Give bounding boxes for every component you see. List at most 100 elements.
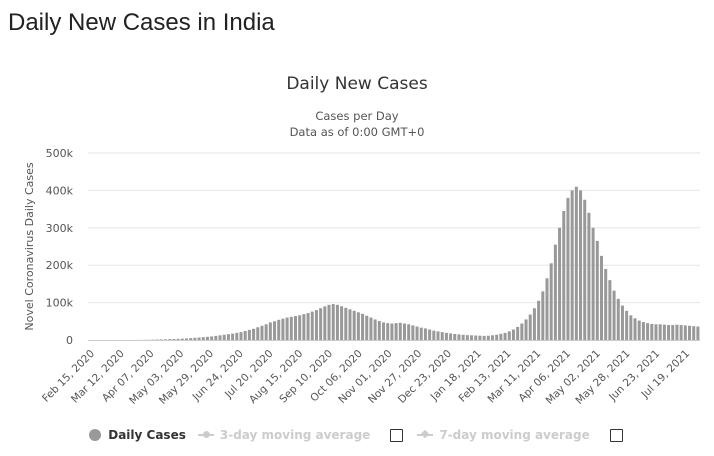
- daily-cases-bar[interactable]: [558, 227, 562, 340]
- legend-item-daily-cases[interactable]: Daily Cases: [89, 428, 186, 442]
- daily-cases-bar[interactable]: [193, 337, 197, 340]
- daily-cases-bar[interactable]: [168, 339, 172, 340]
- daily-cases-bar[interactable]: [172, 338, 176, 340]
- daily-cases-bar[interactable]: [625, 310, 629, 340]
- daily-cases-bar[interactable]: [679, 325, 683, 340]
- daily-cases-bar[interactable]: [222, 334, 226, 340]
- daily-cases-bar[interactable]: [277, 319, 281, 340]
- legend-item-3-day-average[interactable]: 3-day moving average: [197, 428, 370, 442]
- daily-cases-bar[interactable]: [553, 244, 557, 340]
- daily-cases-bar[interactable]: [440, 332, 444, 340]
- daily-cases-bar[interactable]: [218, 335, 222, 340]
- daily-cases-bar[interactable]: [314, 310, 318, 340]
- daily-cases-bar[interactable]: [285, 317, 289, 340]
- daily-cases-bar[interactable]: [532, 308, 536, 340]
- daily-cases-bar[interactable]: [616, 298, 620, 340]
- daily-cases-bar[interactable]: [373, 319, 377, 340]
- daily-cases-bar[interactable]: [356, 312, 360, 340]
- daily-cases-bar[interactable]: [658, 324, 662, 340]
- daily-cases-bar[interactable]: [608, 280, 612, 340]
- daily-cases-bar[interactable]: [340, 306, 344, 340]
- daily-cases-bar[interactable]: [382, 322, 386, 340]
- daily-cases-bar[interactable]: [654, 324, 658, 340]
- daily-cases-bar[interactable]: [365, 315, 369, 340]
- daily-cases-bar[interactable]: [415, 326, 419, 340]
- daily-cases-bar[interactable]: [495, 334, 499, 340]
- daily-cases-bar[interactable]: [436, 331, 440, 340]
- daily-cases-bar[interactable]: [637, 320, 641, 340]
- daily-cases-bar[interactable]: [470, 335, 474, 340]
- daily-cases-bar[interactable]: [675, 324, 679, 340]
- daily-cases-bar[interactable]: [490, 335, 495, 340]
- daily-cases-bar[interactable]: [289, 316, 293, 340]
- daily-cases-bar[interactable]: [545, 278, 549, 340]
- daily-cases-bar[interactable]: [310, 311, 314, 340]
- daily-cases-bar[interactable]: [386, 323, 390, 340]
- daily-cases-bar[interactable]: [231, 333, 235, 340]
- daily-cases-bar[interactable]: [444, 332, 448, 340]
- daily-cases-bar[interactable]: [566, 197, 570, 340]
- daily-cases-bar[interactable]: [390, 323, 394, 340]
- daily-cases-bar[interactable]: [398, 322, 402, 340]
- daily-cases-bar[interactable]: [394, 323, 398, 340]
- daily-cases-bar[interactable]: [164, 339, 168, 340]
- daily-cases-bar[interactable]: [633, 318, 637, 340]
- daily-cases-bar[interactable]: [595, 240, 599, 340]
- daily-cases-bar[interactable]: [268, 322, 272, 340]
- daily-cases-bar[interactable]: [478, 335, 482, 340]
- daily-cases-bar[interactable]: [201, 337, 205, 340]
- daily-cases-bar[interactable]: [683, 325, 687, 340]
- daily-cases-bar[interactable]: [461, 334, 465, 340]
- daily-cases-bar[interactable]: [474, 335, 478, 340]
- daily-cases-bar[interactable]: [688, 325, 692, 340]
- daily-cases-bar[interactable]: [411, 325, 415, 340]
- daily-cases-bar[interactable]: [692, 326, 696, 340]
- daily-cases-bar[interactable]: [646, 323, 650, 340]
- daily-cases-bar[interactable]: [197, 337, 201, 340]
- daily-cases-bar[interactable]: [293, 316, 298, 340]
- daily-cases-bar[interactable]: [344, 307, 348, 340]
- daily-cases-bar[interactable]: [235, 332, 239, 340]
- daily-cases-bar[interactable]: [298, 315, 302, 340]
- daily-cases-bar[interactable]: [273, 321, 277, 340]
- daily-cases-bar[interactable]: [562, 210, 566, 340]
- daily-cases-bar[interactable]: [449, 333, 453, 340]
- daily-cases-bar[interactable]: [453, 334, 457, 340]
- daily-cases-bar[interactable]: [180, 338, 184, 340]
- daily-cases-bar[interactable]: [537, 300, 541, 340]
- daily-cases-bar[interactable]: [327, 304, 331, 340]
- daily-cases-bar[interactable]: [528, 314, 532, 340]
- daily-cases-bar[interactable]: [226, 334, 230, 340]
- daily-cases-bar[interactable]: [612, 290, 616, 340]
- 7-day-average-checkbox[interactable]: [609, 428, 623, 442]
- daily-cases-bar[interactable]: [176, 338, 180, 340]
- daily-cases-bar[interactable]: [247, 329, 251, 340]
- daily-cases-bar[interactable]: [419, 327, 423, 340]
- daily-cases-bar[interactable]: [604, 268, 608, 340]
- daily-cases-bar[interactable]: [205, 336, 209, 340]
- daily-cases-bar[interactable]: [696, 326, 700, 340]
- daily-cases-bar[interactable]: [428, 329, 432, 340]
- daily-cases-bar[interactable]: [239, 332, 243, 340]
- daily-cases-bar[interactable]: [369, 317, 373, 340]
- daily-cases-bar[interactable]: [650, 323, 654, 340]
- daily-cases-bar[interactable]: [583, 199, 587, 340]
- daily-cases-bar[interactable]: [457, 334, 461, 340]
- daily-cases-bar[interactable]: [348, 309, 352, 340]
- daily-cases-bar[interactable]: [507, 331, 511, 340]
- daily-cases-bar[interactable]: [503, 332, 507, 340]
- daily-cases-bar[interactable]: [516, 326, 520, 340]
- daily-cases-bar[interactable]: [319, 308, 323, 340]
- daily-cases-bar[interactable]: [323, 306, 327, 340]
- daily-cases-bar[interactable]: [214, 335, 218, 340]
- daily-cases-bar[interactable]: [465, 335, 469, 340]
- daily-cases-bar[interactable]: [591, 227, 595, 340]
- daily-cases-bar[interactable]: [264, 324, 268, 340]
- daily-cases-bar[interactable]: [641, 322, 645, 340]
- daily-cases-bar[interactable]: [667, 325, 671, 340]
- daily-cases-bar[interactable]: [432, 330, 436, 340]
- daily-cases-bar[interactable]: [486, 335, 490, 340]
- daily-cases-bar[interactable]: [361, 313, 365, 340]
- daily-cases-bar[interactable]: [482, 335, 486, 340]
- daily-cases-bar[interactable]: [189, 338, 193, 340]
